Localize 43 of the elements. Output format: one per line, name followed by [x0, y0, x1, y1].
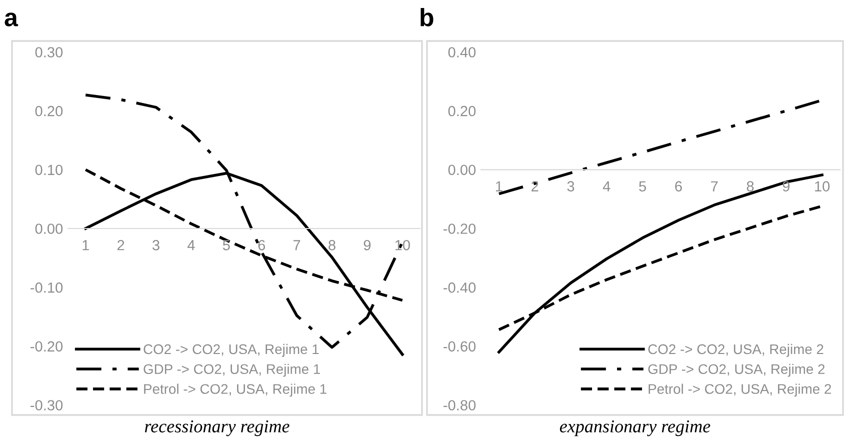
x-tick-label: 7: [711, 181, 718, 192]
x-tick-label: 8: [746, 181, 754, 192]
x-tick-label: 2: [117, 240, 124, 250]
x-tick-label: 4: [187, 240, 195, 250]
legend-label: CO2 -> CO2, USA, Rejime 1: [144, 344, 319, 357]
legend-label: Petrol -> CO2, USA, Rejime 1: [144, 384, 326, 397]
x-tick-label: 7: [293, 240, 300, 250]
x-tick-label: 1: [82, 240, 89, 250]
y-tick-label: 0.20: [448, 106, 476, 116]
y-tick-label: -0.10: [30, 282, 63, 293]
x-tick-label: 3: [567, 181, 574, 192]
x-tick-label: 2: [532, 181, 538, 192]
y-tick-label: -0.20: [30, 341, 63, 352]
legend-label: CO2 -> CO2, USA, Rejime 2: [648, 344, 824, 357]
text: recessionary regime: [144, 420, 290, 436]
y-tick-label: -0.80: [444, 400, 476, 410]
x-tick-label: 5: [639, 181, 646, 192]
x-tick-label: 8: [328, 240, 336, 250]
x-tick-label: 1: [496, 181, 502, 192]
x-tick-label: 6: [258, 240, 266, 250]
x-tick-label: 10: [815, 181, 830, 192]
x-tick-label: 6: [675, 181, 682, 192]
y-tick-label: 0.10: [35, 164, 63, 176]
legend-label: GDP -> CO2, USA, Rejime 2: [648, 364, 825, 377]
x-tick-label: 3: [152, 240, 160, 250]
y-tick-label: -0.20: [444, 224, 476, 234]
y-tick-label: 0.20: [35, 106, 63, 116]
y-tick-label: -0.30: [30, 400, 63, 410]
y-tick-label: -0.40: [444, 282, 476, 293]
chart-title: a: [4, 12, 18, 26]
y-tick-label: 0.40: [448, 47, 476, 58]
y-tick-label: 0.00: [448, 164, 476, 176]
chart-title: b: [420, 8, 434, 26]
x-tick-label: 9: [782, 181, 790, 192]
y-tick-label: 0.30: [35, 47, 63, 58]
y-tick-label: -0.60: [444, 341, 476, 352]
x-tick-label: 9: [364, 240, 371, 250]
x-tick-label: 4: [602, 181, 610, 192]
text: expansionary regime: [560, 420, 710, 436]
legend-label: Petrol -> CO2, USA, Rejime 2: [648, 384, 831, 397]
y-tick-label: 0.00: [35, 224, 63, 234]
legend-label: GDP -> CO2, USA, Rejime 1: [144, 364, 320, 377]
x-tick-label: 5: [222, 240, 230, 250]
